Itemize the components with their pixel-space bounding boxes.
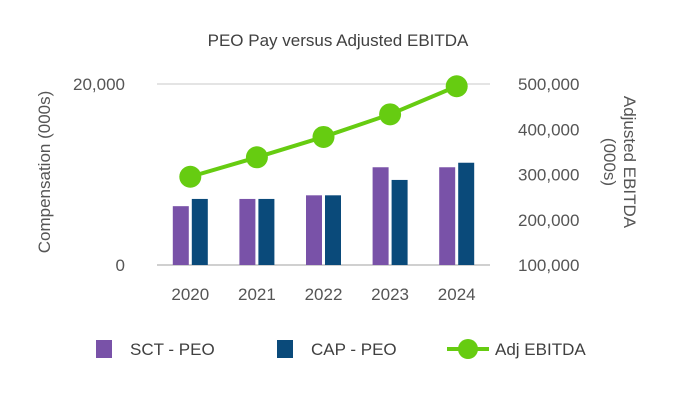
legend-label: SCT - PEO (130, 340, 215, 359)
bar-cap-peo (391, 179, 408, 265)
legend-swatch (96, 340, 112, 358)
adj-ebitda-point (312, 125, 335, 148)
legend-label: CAP - PEO (311, 340, 397, 359)
bar-sct-peo (439, 167, 456, 265)
x-tick-label: 2023 (371, 285, 409, 304)
right-axis-title-line-2: (000s) (600, 138, 619, 186)
x-tick-label: 2022 (305, 285, 343, 304)
legend-marker (458, 339, 478, 359)
bar-sct-peo (306, 195, 322, 265)
right-tick-label: 100,000 (518, 256, 579, 275)
bar-cap-peo (258, 198, 275, 265)
x-tick-label: 2024 (438, 285, 476, 304)
right-axis-title-line-1: Adjusted EBITDA (620, 96, 639, 229)
right-axis-ticks: 100,000 200,000 300,000 400,000 500,000 (518, 75, 579, 275)
left-tick-label: 0 (116, 256, 125, 275)
bar-series (172, 162, 475, 265)
legend-label: Adj EBITDA (495, 340, 586, 359)
gridlines (157, 83, 490, 266)
adj-ebitda-point (245, 146, 268, 169)
bar-cap-peo (191, 198, 208, 265)
x-tick-label: 2021 (238, 285, 276, 304)
chart-title: PEO Pay versus Adjusted EBITDA (208, 31, 469, 50)
bar-sct-peo (372, 167, 389, 265)
adj-ebitda-point (445, 75, 468, 98)
right-tick-label: 400,000 (518, 120, 579, 139)
x-axis-ticks: 2020 2021 2022 2023 2024 (171, 285, 475, 304)
bar-cap-peo (325, 195, 341, 265)
line-series (179, 75, 468, 188)
right-tick-label: 300,000 (518, 166, 579, 185)
bar-sct-peo (172, 206, 189, 265)
x-tick-label: 2020 (171, 285, 209, 304)
left-tick-label: 20,000 (73, 75, 125, 94)
bar-cap-peo (458, 162, 475, 265)
adj-ebitda-point (179, 165, 202, 188)
left-axis-ticks: 0 20,000 (73, 75, 125, 275)
legend: SCT - PEO CAP - PEO Adj EBITDA (96, 339, 586, 359)
left-axis-title: Compensation (000s) (35, 91, 54, 254)
legend-swatch (277, 340, 293, 358)
right-tick-label: 200,000 (518, 211, 579, 230)
adj-ebitda-point (379, 103, 402, 126)
bar-sct-peo (239, 198, 256, 265)
right-tick-label: 500,000 (518, 75, 579, 94)
